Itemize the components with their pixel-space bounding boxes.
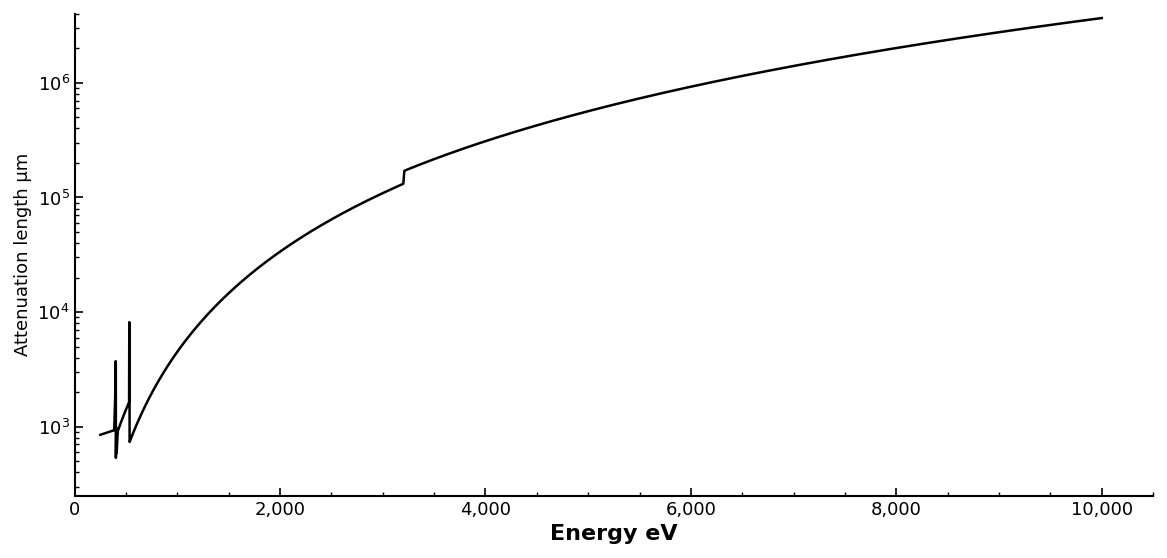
X-axis label: Energy eV: Energy eV	[550, 524, 678, 544]
Y-axis label: Attenuation length μm: Attenuation length μm	[14, 153, 32, 357]
